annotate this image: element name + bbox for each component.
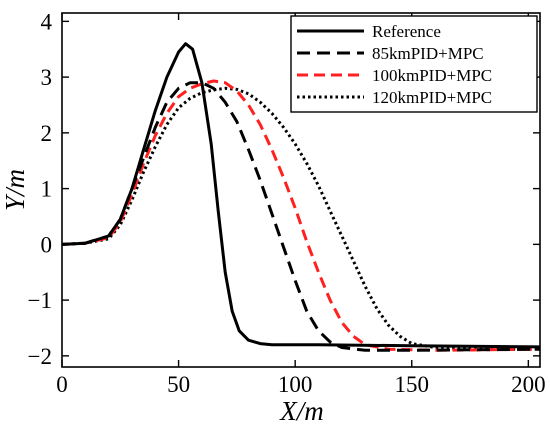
y-axis: −2 −1 0 1 2 3 4 (28, 9, 540, 369)
x-tick-label: 100 (278, 372, 313, 397)
series-line (61, 81, 541, 352)
series-line (61, 79, 541, 352)
legend-label: 85kmPID+MPC (372, 44, 484, 63)
plot-frame (61, 12, 541, 368)
y-tick-label: 4 (41, 9, 53, 34)
x-tick-label: 50 (167, 372, 190, 397)
series-line (61, 42, 541, 349)
legend: Reference 85kmPID+MPC 100kmPID+MPC 120kmPID… (290, 15, 538, 113)
y-tick-label: −2 (28, 344, 52, 369)
x-tick-label: 150 (395, 372, 430, 397)
y-axis-title: Y/m (0, 169, 30, 211)
y-tick-label: 1 (41, 177, 53, 202)
y-tick-label: 2 (41, 121, 53, 146)
legend-label: 100kmPID+MPC (372, 66, 492, 85)
plot-lines (61, 42, 541, 352)
legend-label: 120kmPID+MPC (372, 88, 492, 107)
x-axis: 0 50 100 150 200 (56, 13, 546, 397)
y-tick-label: 3 (41, 65, 53, 90)
x-axis-title: X/m (279, 396, 324, 426)
x-tick-label: 200 (511, 372, 546, 397)
series-line (61, 86, 540, 351)
y-tick-label: −1 (28, 288, 52, 313)
legend-label: Reference (372, 22, 441, 41)
y-tick-label: 0 (41, 232, 53, 257)
x-tick-label: 0 (56, 372, 68, 397)
